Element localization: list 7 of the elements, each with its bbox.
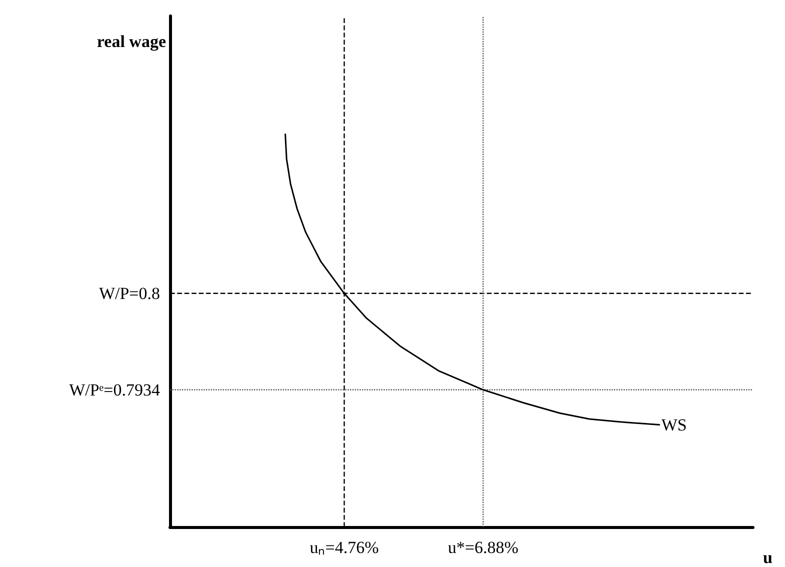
y-tick-label: W/Pᵉ=0.7934: [69, 380, 160, 400]
y-axis-title: real wage: [96, 32, 166, 51]
x-tick-label: u*=6.88%: [448, 538, 518, 557]
x-axis-title: u: [763, 548, 772, 567]
x-tick-label: uₙ=4.76%: [310, 538, 379, 557]
y-tick-label: W/P=0.8: [98, 284, 160, 303]
series-label: WS: [661, 415, 687, 434]
